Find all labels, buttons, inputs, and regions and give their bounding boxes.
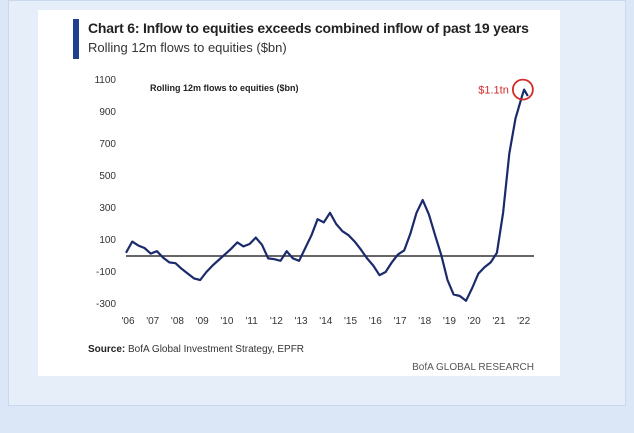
x-tick-label: '10 — [220, 316, 233, 327]
y-tick-label: -100 — [96, 267, 116, 278]
y-tick-label: 700 — [99, 139, 116, 150]
y-tick-label: -300 — [96, 299, 116, 310]
x-tick-label: '15 — [344, 316, 357, 327]
brand-label: BofA GLOBAL RESEARCH — [412, 362, 534, 373]
y-tick-label: 300 — [99, 203, 116, 214]
chart-title: Chart 6: Inflow to equities exceeds comb… — [88, 20, 529, 36]
x-tick-label: '07 — [146, 316, 159, 327]
x-tick-label: '22 — [517, 316, 530, 327]
x-tick-label: '08 — [171, 316, 184, 327]
x-tick-label: '12 — [270, 316, 283, 327]
y-tick-label: 900 — [99, 107, 116, 118]
x-tick-label: '21 — [492, 316, 505, 327]
x-axis-ticks: '06 '07 '08 '09 '10 '11 '12 '13 '14 '15 '16 '17 '18 '… — [121, 316, 530, 327]
x-tick-label: '17 — [393, 316, 406, 327]
annotation-label: $1.1tn — [478, 85, 509, 97]
y-tick-label: 100 — [99, 235, 116, 246]
annotation-circle — [511, 78, 534, 101]
title-accent-bar — [73, 19, 79, 59]
x-tick-label: '13 — [295, 316, 308, 327]
x-tick-label: '09 — [196, 316, 209, 327]
x-tick-label: '06 — [121, 316, 134, 327]
chart-subtitle: Rolling 12m flows to equities ($bn) — [88, 40, 287, 55]
chart-inner-title: Rolling 12m flows to equities ($bn) — [150, 83, 299, 93]
series-line-rolling-flows — [125, 88, 529, 302]
x-tick-label: '18 — [418, 316, 431, 327]
y-axis-ticks: 1100 900 700 500 300 100 -100 -300 — [94, 75, 116, 310]
x-tick-label: '20 — [468, 316, 481, 327]
y-tick-label: 500 — [99, 171, 116, 182]
y-tick-label: 1100 — [94, 75, 116, 86]
x-tick-label: '19 — [443, 316, 456, 327]
x-tick-label: '16 — [369, 316, 382, 327]
x-tick-label: '11 — [245, 316, 258, 327]
x-tick-label: '14 — [319, 316, 332, 327]
source-note: Source: BofA Global Investment Strategy,… — [88, 344, 305, 355]
chart-card — [38, 10, 560, 376]
